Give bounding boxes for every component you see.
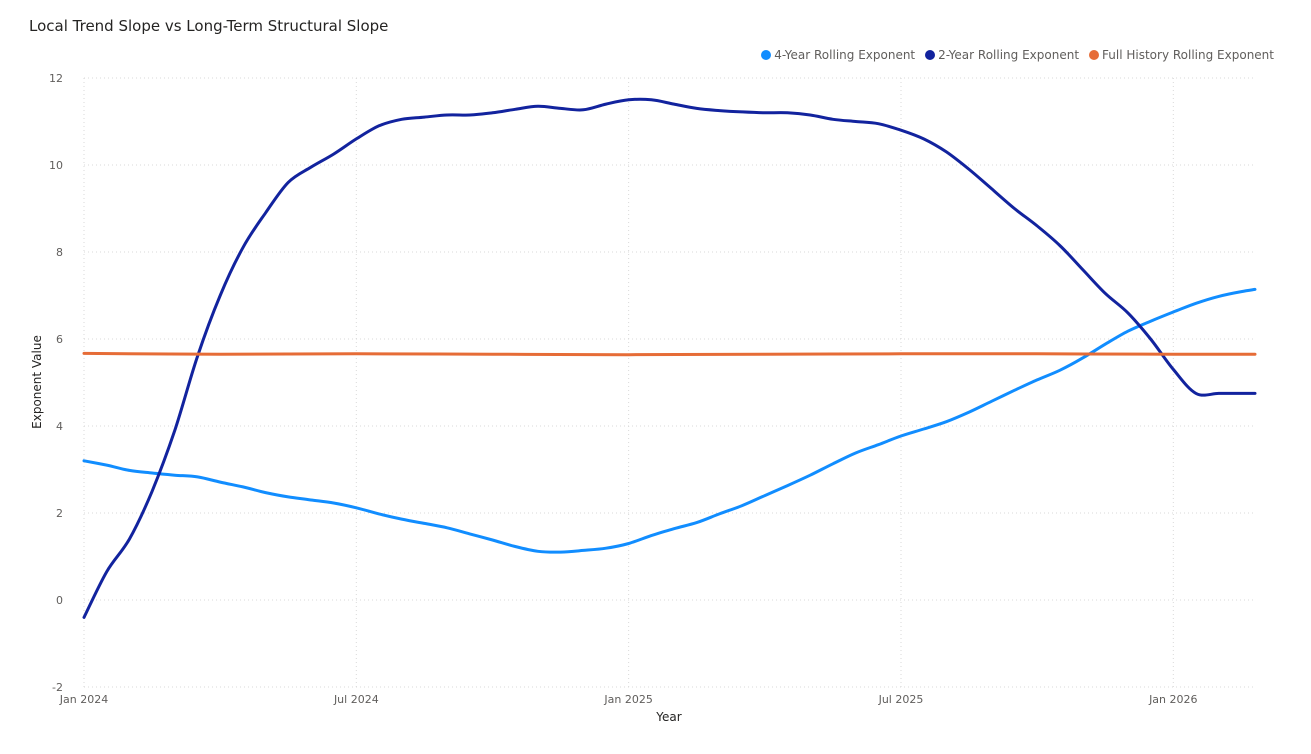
legend-marker-2year (925, 50, 936, 60)
y-tick-label: 6 (56, 333, 63, 346)
legend-item-full-history[interactable]: Full History Rolling Exponent (1089, 48, 1274, 62)
series-line-4year[interactable] (82, 287, 1257, 554)
chart-title: Local Trend Slope vs Long-Term Structura… (29, 17, 389, 35)
x-tick-label: Jan 2026 (1148, 693, 1197, 706)
y-axis-ticks: -2 0 2 4 6 8 10 12 (49, 72, 63, 694)
x-tick-label: Jul 2024 (333, 693, 379, 706)
x-axis-title: Year (655, 710, 681, 724)
series-line-full-history[interactable] (82, 351, 1257, 357)
y-tick-label: 12 (49, 72, 63, 85)
y-tick-label: 0 (56, 594, 63, 607)
y-tick-label: 4 (56, 420, 63, 433)
x-tick-label: Jan 2024 (59, 693, 108, 706)
legend-label-2year: 2-Year Rolling Exponent (938, 48, 1080, 62)
gridlines (83, 77, 1255, 688)
y-tick-label: 8 (56, 246, 63, 259)
legend-marker-4year (761, 50, 772, 60)
chart-legend: 4-Year Rolling Exponent 2-Year Rolling E… (761, 48, 1274, 62)
series-lines (82, 97, 1257, 619)
legend-item-2year[interactable]: 2-Year Rolling Exponent (925, 48, 1079, 62)
x-tick-label: Jan 2025 (603, 693, 652, 706)
legend-label-full-history: Full History Rolling Exponent (1102, 48, 1274, 62)
series-line-2year[interactable] (82, 97, 1257, 619)
y-tick-label: -2 (52, 681, 63, 694)
y-tick-label: 10 (49, 159, 63, 172)
legend-label-4year: 4-Year Rolling Exponent (774, 48, 916, 62)
y-axis-title: Exponent Value (30, 335, 44, 429)
legend-marker-full-history (1089, 50, 1100, 60)
y-tick-label: 2 (56, 507, 63, 520)
legend-item-4year[interactable]: 4-Year Rolling Exponent (761, 48, 915, 62)
x-axis-ticks: Jan 2024 Jul 2024 Jan 2025 Jul 2025 Jan 2026 (59, 693, 1198, 706)
x-tick-label: Jul 2025 (878, 693, 924, 706)
